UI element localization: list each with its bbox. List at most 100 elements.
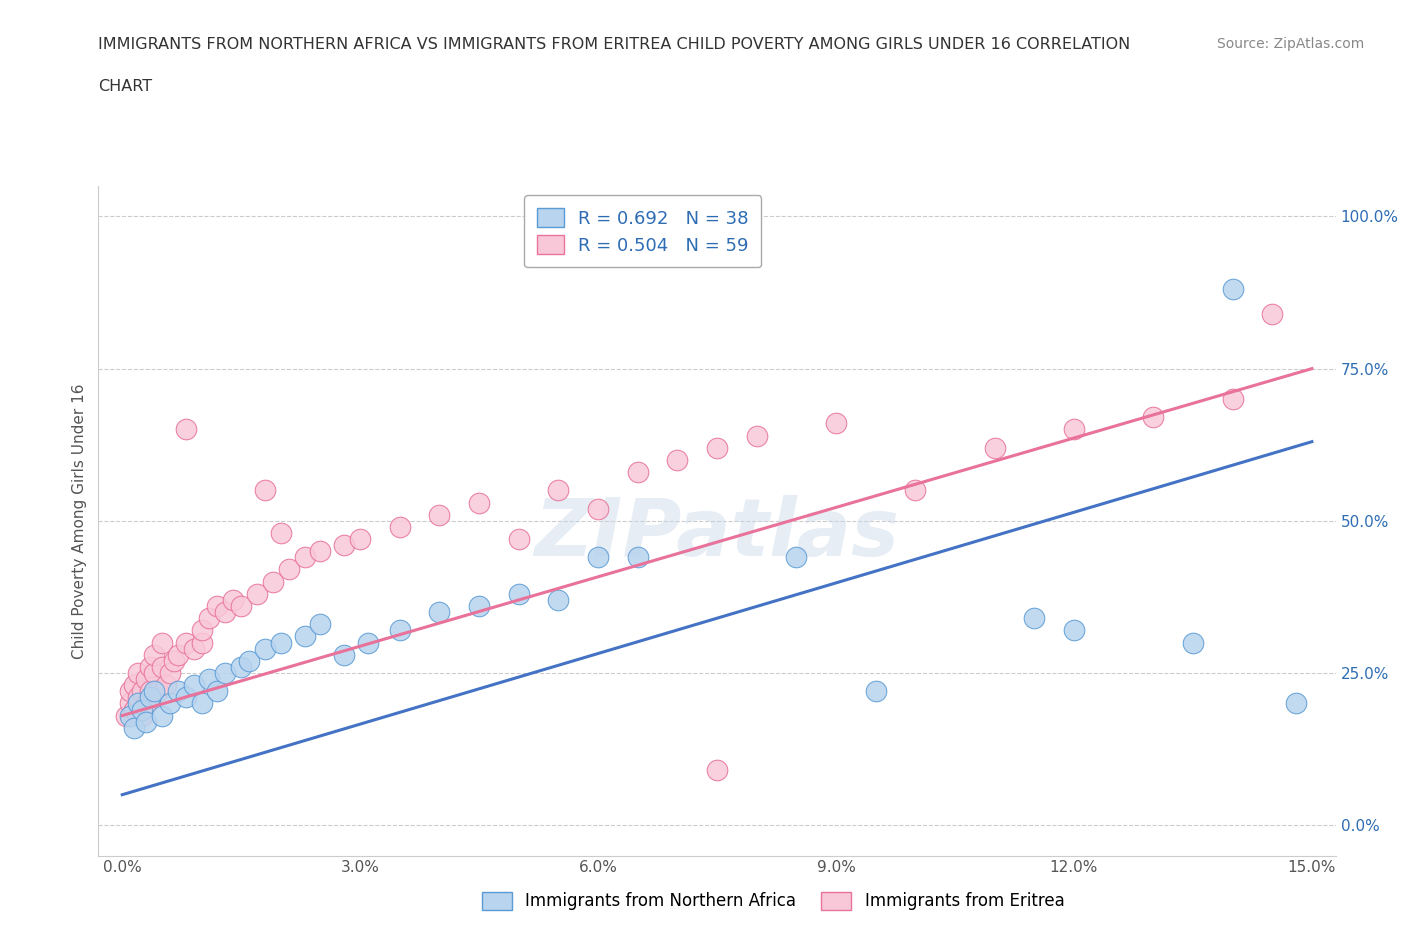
- Point: [122, 702, 145, 717]
- Point: [159, 666, 181, 681]
- Point: [429, 604, 451, 619]
- Point: [207, 684, 229, 698]
- Point: [231, 659, 253, 674]
- Point: [174, 635, 197, 650]
- Point: [1181, 635, 1204, 650]
- Point: [155, 678, 177, 693]
- Point: [357, 635, 380, 650]
- Point: [1222, 282, 1244, 297]
- Point: [127, 666, 149, 681]
- Point: [785, 550, 807, 565]
- Point: [238, 654, 260, 669]
- Point: [131, 684, 153, 698]
- Point: [135, 696, 157, 711]
- Point: [388, 520, 411, 535]
- Point: [139, 659, 162, 674]
- Point: [190, 635, 212, 650]
- Text: CHART: CHART: [98, 79, 152, 94]
- Point: [246, 587, 269, 602]
- Point: [190, 623, 212, 638]
- Point: [468, 599, 491, 614]
- Point: [1261, 306, 1284, 321]
- Point: [904, 483, 927, 498]
- Point: [270, 525, 292, 540]
- Point: [745, 428, 768, 443]
- Point: [547, 592, 569, 607]
- Point: [120, 684, 142, 698]
- Point: [333, 538, 356, 552]
- Point: [166, 684, 188, 698]
- Point: [120, 708, 142, 723]
- Point: [163, 654, 186, 669]
- Point: [198, 611, 221, 626]
- Point: [183, 641, 205, 656]
- Point: [825, 416, 848, 431]
- Point: [627, 550, 650, 565]
- Point: [508, 587, 530, 602]
- Text: ZIPatlas: ZIPatlas: [534, 495, 900, 573]
- Point: [190, 696, 212, 711]
- Point: [1063, 422, 1085, 437]
- Text: Source: ZipAtlas.com: Source: ZipAtlas.com: [1216, 37, 1364, 51]
- Point: [333, 647, 356, 662]
- Point: [1285, 696, 1308, 711]
- Point: [127, 696, 149, 711]
- Point: [142, 684, 165, 698]
- Point: [294, 629, 316, 644]
- Point: [131, 702, 153, 717]
- Point: [135, 714, 157, 729]
- Point: [983, 440, 1005, 455]
- Point: [142, 666, 165, 681]
- Point: [231, 599, 253, 614]
- Y-axis label: Child Poverty Among Girls Under 16: Child Poverty Among Girls Under 16: [72, 383, 87, 658]
- Point: [150, 708, 173, 723]
- Point: [586, 501, 609, 516]
- Point: [865, 684, 887, 698]
- Point: [150, 635, 173, 650]
- Legend: R = 0.692   N = 38, R = 0.504   N = 59: R = 0.692 N = 38, R = 0.504 N = 59: [524, 195, 762, 267]
- Point: [627, 465, 650, 480]
- Point: [131, 708, 153, 723]
- Point: [253, 641, 276, 656]
- Point: [183, 678, 205, 693]
- Point: [666, 453, 689, 468]
- Point: [1142, 410, 1164, 425]
- Point: [174, 690, 197, 705]
- Point: [166, 647, 188, 662]
- Point: [586, 550, 609, 565]
- Point: [214, 666, 236, 681]
- Point: [139, 684, 162, 698]
- Point: [150, 659, 173, 674]
- Point: [309, 544, 332, 559]
- Point: [1024, 611, 1046, 626]
- Point: [198, 671, 221, 686]
- Point: [508, 532, 530, 547]
- Point: [120, 696, 142, 711]
- Legend: Immigrants from Northern Africa, Immigrants from Eritrea: Immigrants from Northern Africa, Immigra…: [475, 885, 1071, 917]
- Point: [115, 708, 138, 723]
- Point: [706, 763, 728, 777]
- Point: [468, 495, 491, 510]
- Point: [214, 604, 236, 619]
- Point: [142, 647, 165, 662]
- Point: [547, 483, 569, 498]
- Point: [139, 690, 162, 705]
- Point: [388, 623, 411, 638]
- Point: [262, 574, 284, 589]
- Point: [146, 684, 169, 698]
- Point: [122, 721, 145, 736]
- Point: [429, 507, 451, 522]
- Point: [253, 483, 276, 498]
- Point: [174, 422, 197, 437]
- Point: [309, 617, 332, 631]
- Point: [294, 550, 316, 565]
- Point: [127, 690, 149, 705]
- Point: [222, 592, 245, 607]
- Point: [207, 599, 229, 614]
- Point: [349, 532, 371, 547]
- Point: [122, 678, 145, 693]
- Point: [135, 671, 157, 686]
- Text: IMMIGRANTS FROM NORTHERN AFRICA VS IMMIGRANTS FROM ERITREA CHILD POVERTY AMONG G: IMMIGRANTS FROM NORTHERN AFRICA VS IMMIG…: [98, 37, 1130, 52]
- Point: [1222, 392, 1244, 406]
- Point: [706, 440, 728, 455]
